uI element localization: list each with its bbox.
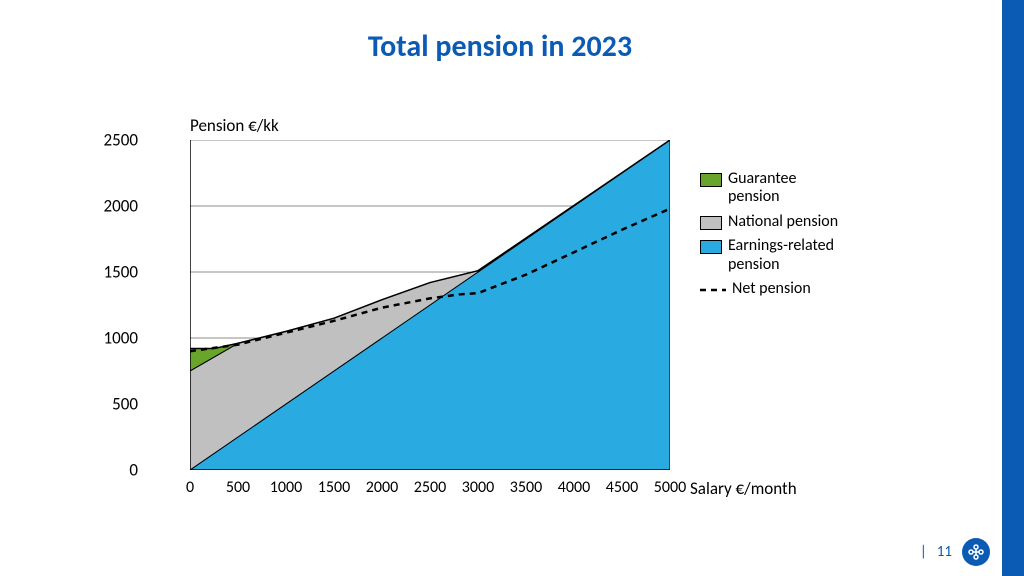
chart-legend: Guarantee pension National pension Earning… (700, 170, 848, 304)
pension-chart: Pension €/kk Salary €/month 050010001500… (150, 120, 870, 520)
page-title: Total pension in 2023 (0, 28, 1000, 65)
x-axis-title: Salary €/month (690, 478, 797, 499)
legend-label: National pension (728, 213, 838, 231)
y-tick-label: 1000 (90, 328, 138, 349)
x-tick-label: 0 (186, 478, 194, 497)
legend-label: Earnings-related pension (728, 237, 848, 274)
x-tick-label: 2500 (414, 478, 446, 497)
legend-line-icon (700, 283, 726, 297)
slide-footer: | 11 (920, 538, 990, 566)
y-tick-label: 2000 (90, 196, 138, 217)
page-number: 11 (937, 543, 952, 561)
x-tick-label: 4500 (606, 478, 638, 497)
x-tick-label: 4000 (558, 478, 590, 497)
x-tick-label: 1500 (318, 478, 350, 497)
legend-swatch (700, 240, 722, 254)
sidebar-stripe (1002, 0, 1024, 576)
x-tick-label: 2000 (366, 478, 398, 497)
legend-item: Guarantee pension (700, 170, 848, 207)
y-tick-label: 0 (90, 460, 138, 481)
x-tick-label: 3000 (462, 478, 494, 497)
legend-item: Earnings-related pension (700, 237, 848, 274)
y-tick-label: 1500 (90, 262, 138, 283)
y-tick-label: 500 (90, 394, 138, 415)
legend-swatch (700, 173, 722, 187)
x-tick-label: 500 (226, 478, 250, 497)
y-tick-label: 2500 (90, 130, 138, 151)
logo-icon (962, 538, 990, 566)
legend-item: National pension (700, 213, 848, 231)
legend-swatch (700, 216, 722, 230)
x-tick-label: 5000 (654, 478, 686, 497)
legend-label: Net pension (732, 280, 811, 298)
x-tick-label: 3500 (510, 478, 542, 497)
chart-plot (190, 140, 670, 470)
x-tick-label: 1000 (270, 478, 302, 497)
y-axis-title: Pension €/kk (190, 115, 279, 136)
footer-separator: | (920, 543, 927, 561)
legend-item: Net pension (700, 280, 848, 298)
legend-label: Guarantee pension (728, 170, 848, 207)
